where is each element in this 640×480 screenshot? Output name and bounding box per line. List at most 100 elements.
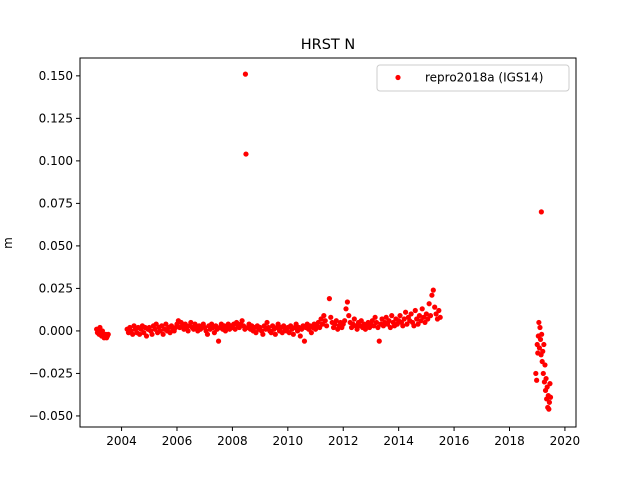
data-point <box>542 362 548 368</box>
data-point <box>538 209 544 215</box>
data-point <box>301 338 308 344</box>
data-point <box>130 331 136 337</box>
y-tick-label: 0.125 <box>39 112 73 126</box>
data-point <box>419 306 425 312</box>
data-point <box>402 309 409 315</box>
data-point <box>160 331 166 337</box>
data-point <box>346 313 352 319</box>
data-point <box>324 323 330 329</box>
x-axis-ticks: 2004 2006 2008 2010 2012 2014 2016 2018 2020 <box>106 427 580 448</box>
data-point <box>343 306 349 312</box>
data-point <box>427 313 434 319</box>
data-point <box>185 328 191 334</box>
data-point <box>143 333 150 339</box>
data-point <box>547 394 554 400</box>
data-point <box>429 292 435 298</box>
data-point <box>387 324 393 331</box>
data-point <box>540 370 546 377</box>
x-tick-label: 2018 <box>494 434 525 448</box>
data-point <box>546 399 553 405</box>
x-tick-label: 2014 <box>383 434 414 448</box>
x-tick-label: 2010 <box>273 434 304 448</box>
y-axis-ticks: −0.050 −0.025 0.000 0.025 0.050 0.075 0.100 0.1… <box>29 69 80 423</box>
data-point <box>373 319 380 326</box>
data-point <box>416 313 423 319</box>
data-point <box>321 313 327 319</box>
data-point <box>136 331 143 337</box>
data-point <box>239 318 245 324</box>
data-point <box>297 333 303 339</box>
data-point <box>351 316 357 322</box>
y-axis-label: m <box>1 237 15 249</box>
x-tick-label: 2004 <box>106 434 137 448</box>
data-point <box>326 296 332 302</box>
data-point <box>537 324 543 331</box>
data-point <box>536 345 543 351</box>
y-tick-label: 0.100 <box>39 154 73 168</box>
legend-label: repro2018a (IGS14) <box>425 71 543 85</box>
data-point <box>372 314 378 320</box>
data-point <box>260 331 266 337</box>
data-point <box>539 331 545 337</box>
y-tick-label: 0.075 <box>39 197 73 211</box>
data-point <box>546 406 552 412</box>
data-point <box>290 331 296 337</box>
data-point <box>543 375 549 382</box>
x-tick-label: 2016 <box>439 434 470 448</box>
data-point <box>386 318 392 324</box>
legend-marker <box>395 74 401 81</box>
data-point <box>264 319 270 326</box>
legend: repro2018a (IGS14) <box>376 64 570 92</box>
data-point <box>430 287 436 293</box>
data-point <box>426 301 432 307</box>
data-point <box>534 377 540 383</box>
y-tick-label: 0.000 <box>39 324 73 338</box>
data-point <box>188 319 194 326</box>
data-point <box>408 311 414 317</box>
data-point <box>423 311 429 317</box>
y-tick-label: 0.025 <box>39 282 73 296</box>
chart-title: HRST N <box>301 37 356 53</box>
x-tick-label: 2012 <box>328 434 359 448</box>
data-point <box>412 307 418 314</box>
data-point <box>401 316 407 322</box>
data-point <box>437 314 443 320</box>
data-point <box>322 318 328 324</box>
data-point <box>436 307 442 314</box>
data-points <box>94 71 554 412</box>
data-point <box>105 331 111 337</box>
data-point <box>204 331 211 337</box>
data-point <box>242 71 249 77</box>
data-point <box>533 370 539 377</box>
x-tick-label: 2020 <box>550 434 581 448</box>
data-point <box>547 381 553 387</box>
data-point <box>308 330 314 336</box>
data-point <box>536 319 542 326</box>
data-point <box>243 151 249 157</box>
data-point <box>400 323 406 329</box>
y-tick-label: −0.050 <box>29 409 73 423</box>
data-point <box>342 318 348 324</box>
data-point <box>215 338 222 344</box>
axes-frame <box>79 57 577 428</box>
data-point <box>272 331 278 337</box>
data-point <box>432 304 438 310</box>
y-tick-label: 0.150 <box>39 69 73 83</box>
data-point <box>376 338 382 344</box>
data-point <box>389 313 395 319</box>
data-point <box>344 299 350 305</box>
data-point <box>149 331 155 337</box>
legend-box <box>376 64 570 92</box>
data-point <box>397 313 403 319</box>
data-point <box>328 314 334 320</box>
x-tick-label: 2006 <box>162 434 193 448</box>
data-point <box>540 348 546 354</box>
y-tick-label: −0.025 <box>29 367 73 381</box>
data-point <box>537 336 544 343</box>
data-point <box>541 341 547 348</box>
x-tick-label: 2008 <box>217 434 248 448</box>
y-tick-label: 0.050 <box>39 239 73 253</box>
data-point <box>411 323 417 329</box>
data-point <box>333 318 339 324</box>
